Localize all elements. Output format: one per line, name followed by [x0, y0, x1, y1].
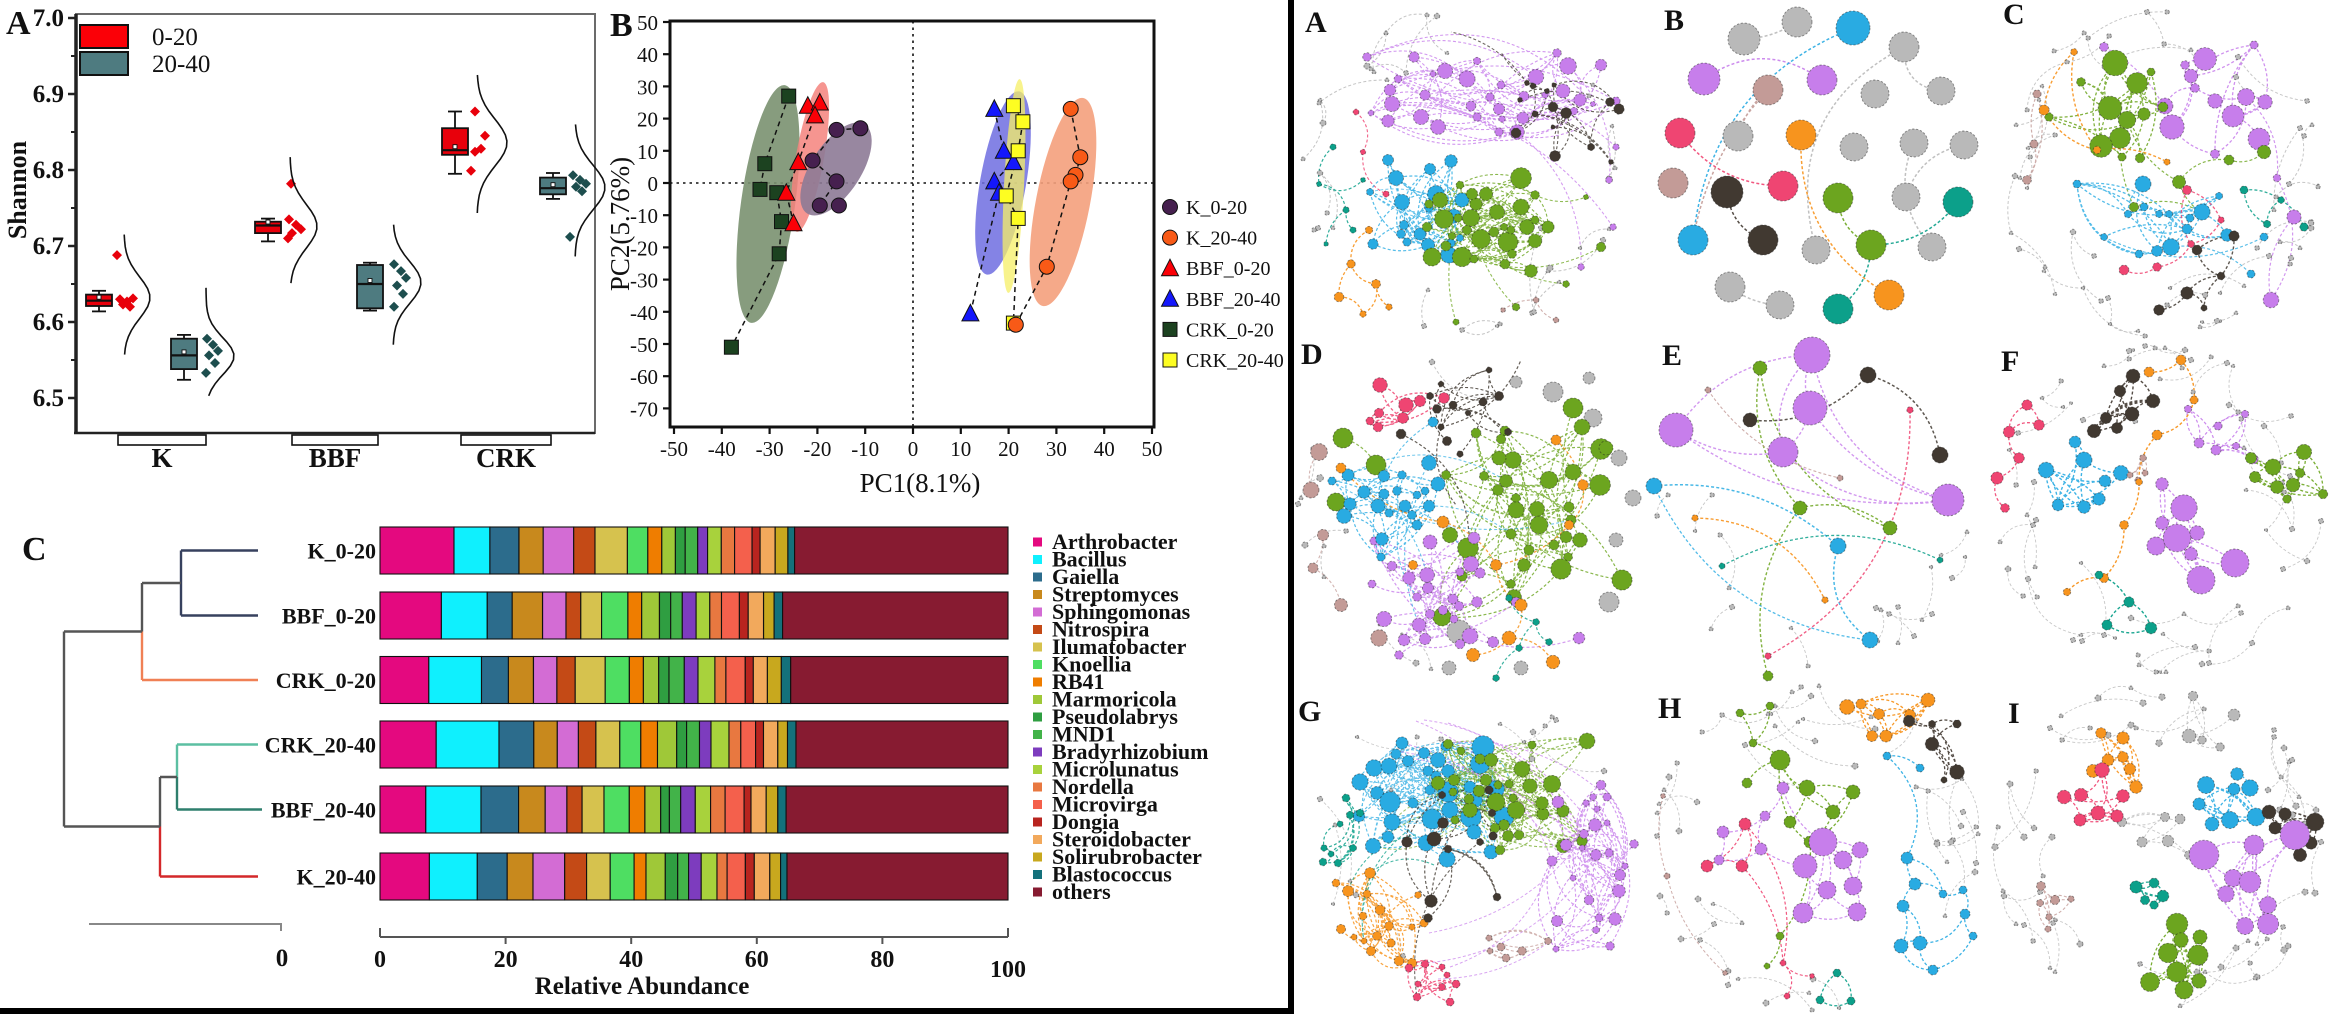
svg-text:CRK_0-20: CRK_0-20: [276, 668, 376, 693]
svg-text:E: E: [1662, 339, 1682, 372]
svg-text:PC1(8.1%): PC1(8.1%): [860, 468, 981, 498]
svg-text:-50: -50: [630, 333, 658, 357]
svg-text:Pseudolabrys: Pseudolabrys: [1052, 704, 1178, 729]
svg-text:B: B: [1664, 4, 1684, 37]
svg-text:40: 40: [1094, 437, 1115, 461]
svg-text:7.0: 7.0: [33, 5, 64, 32]
svg-text:Gaiella: Gaiella: [1052, 564, 1119, 589]
svg-text:Shannon: Shannon: [3, 140, 32, 239]
svg-text:Microvirga: Microvirga: [1052, 792, 1158, 817]
svg-text:10: 10: [637, 140, 658, 164]
svg-text:A: A: [6, 5, 31, 42]
svg-text:K: K: [151, 443, 172, 473]
svg-text:-20: -20: [803, 437, 831, 461]
svg-text:F: F: [2001, 345, 2019, 378]
svg-text:D: D: [1301, 338, 1323, 371]
svg-text:CRK_0-20: CRK_0-20: [1186, 319, 1274, 341]
svg-text:CRK_20-40: CRK_20-40: [265, 733, 376, 758]
svg-text:Microlunatus: Microlunatus: [1052, 757, 1179, 782]
svg-text:K_0-20: K_0-20: [1186, 197, 1247, 219]
svg-text:Relative Abundance: Relative Abundance: [535, 973, 750, 1000]
svg-text:Dongia: Dongia: [1052, 809, 1119, 834]
svg-text:CRK: CRK: [476, 443, 536, 473]
svg-text:Solirubrobacter: Solirubrobacter: [1052, 844, 1202, 869]
svg-text:-30: -30: [630, 269, 658, 293]
svg-text:0: 0: [648, 172, 659, 196]
svg-text:60: 60: [745, 947, 769, 973]
svg-text:-60: -60: [630, 365, 658, 389]
svg-text:CRK_20-40: CRK_20-40: [1186, 350, 1284, 372]
svg-text:20: 20: [998, 437, 1019, 461]
svg-text:100: 100: [990, 957, 1026, 983]
svg-text:6.6: 6.6: [33, 309, 64, 336]
svg-text:BBF: BBF: [309, 443, 362, 473]
svg-text:50: 50: [1142, 437, 1163, 461]
svg-text:Marmoricola: Marmoricola: [1052, 687, 1177, 712]
svg-text:I: I: [2008, 697, 2020, 730]
svg-text:Bradyrhizobium: Bradyrhizobium: [1052, 739, 1208, 764]
svg-text:Ilumatobacter: Ilumatobacter: [1052, 634, 1187, 659]
svg-text:-70: -70: [630, 397, 658, 421]
svg-text:Sphingomonas: Sphingomonas: [1052, 599, 1191, 624]
svg-text:C: C: [22, 531, 47, 568]
svg-text:others: others: [1052, 879, 1111, 904]
svg-text:6.8: 6.8: [33, 157, 64, 184]
svg-text:RB41: RB41: [1052, 669, 1105, 694]
svg-text:-40: -40: [630, 301, 658, 325]
svg-text:BBF_20-40: BBF_20-40: [271, 798, 376, 823]
svg-text:Streptomyces: Streptomyces: [1052, 582, 1179, 607]
svg-text:-50: -50: [660, 437, 688, 461]
svg-text:Blastococcus: Blastococcus: [1052, 862, 1172, 887]
svg-text:Knoellia: Knoellia: [1052, 652, 1131, 677]
svg-text:C: C: [2003, 0, 2025, 31]
svg-text:Steroidobacter: Steroidobacter: [1052, 827, 1191, 852]
svg-text:BBF_20-40: BBF_20-40: [1186, 289, 1280, 311]
svg-text:40: 40: [619, 947, 643, 973]
svg-text:B: B: [610, 7, 633, 44]
svg-text:40: 40: [637, 43, 658, 67]
svg-text:Nitrospira: Nitrospira: [1052, 617, 1149, 642]
svg-text:K_20-40: K_20-40: [297, 865, 376, 890]
svg-text:BBF_0-20: BBF_0-20: [1186, 258, 1270, 280]
svg-text:20: 20: [494, 947, 518, 973]
svg-text:-20: -20: [630, 236, 658, 260]
svg-text:H: H: [1658, 692, 1681, 725]
svg-text:Bacillus: Bacillus: [1052, 547, 1127, 572]
svg-text:50: 50: [637, 11, 658, 35]
svg-text:Arthrobacter: Arthrobacter: [1052, 529, 1178, 554]
svg-text:-30: -30: [756, 437, 784, 461]
svg-text:Nordella: Nordella: [1052, 774, 1134, 799]
svg-text:10: 10: [950, 437, 971, 461]
svg-text:-40: -40: [708, 437, 736, 461]
svg-text:-10: -10: [851, 437, 879, 461]
svg-text:0: 0: [908, 437, 919, 461]
svg-text:A: A: [1305, 6, 1327, 39]
svg-text:6.5: 6.5: [33, 385, 64, 412]
svg-text:K_0-20: K_0-20: [308, 539, 376, 564]
svg-text:0-20: 0-20: [152, 24, 198, 51]
svg-text:-10: -10: [630, 204, 658, 228]
svg-text:30: 30: [637, 75, 658, 99]
svg-text:6.7: 6.7: [33, 233, 64, 260]
svg-text:PC2(5.76%): PC2(5.76%): [605, 157, 635, 291]
svg-text:30: 30: [1046, 437, 1067, 461]
svg-text:BBF_0-20: BBF_0-20: [282, 604, 376, 629]
svg-text:G: G: [1298, 695, 1321, 728]
svg-text:80: 80: [870, 947, 894, 973]
svg-text:20: 20: [637, 108, 658, 132]
svg-text:6.9: 6.9: [33, 81, 64, 108]
svg-text:0: 0: [374, 947, 386, 973]
svg-text:20-40: 20-40: [152, 51, 210, 78]
svg-text:MND1: MND1: [1052, 722, 1116, 747]
svg-text:0: 0: [276, 945, 289, 972]
svg-text:K_20-40: K_20-40: [1186, 228, 1257, 250]
